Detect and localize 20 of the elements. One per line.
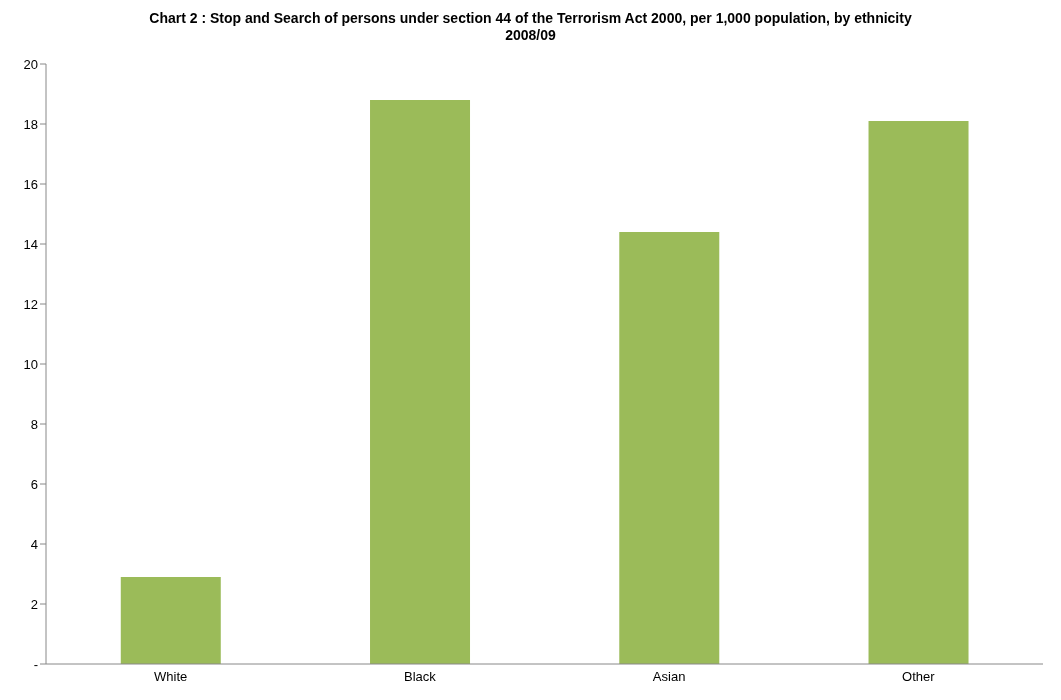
y-tick-label: 12 [23,296,38,312]
y-tick-label: 8 [30,416,38,432]
y-tick-label: 10 [23,356,38,372]
bar [868,121,969,664]
chart-title: Chart 2 : Stop and Search of persons under section 44 of the Terrorism Act 2000, per 1,000 population, by ethnicity 2008/09 [148,9,913,44]
y-tick-label: 4 [30,536,38,552]
bar [619,232,720,664]
y-tick-label: 2 [30,596,38,612]
y-tick-label: - [33,656,38,672]
y-tick-label: 6 [30,476,38,492]
x-tick-label: Black [403,669,437,685]
bar [370,100,471,664]
bar [120,577,221,664]
y-tick-label: 18 [23,116,38,132]
x-tick-label: Other [902,669,936,685]
x-tick-label: White [154,669,188,685]
y-tick-label: 14 [23,236,38,252]
x-tick-label: Asian [652,669,686,685]
y-tick-label: 20 [23,56,38,72]
y-tick-label: 16 [23,176,38,192]
